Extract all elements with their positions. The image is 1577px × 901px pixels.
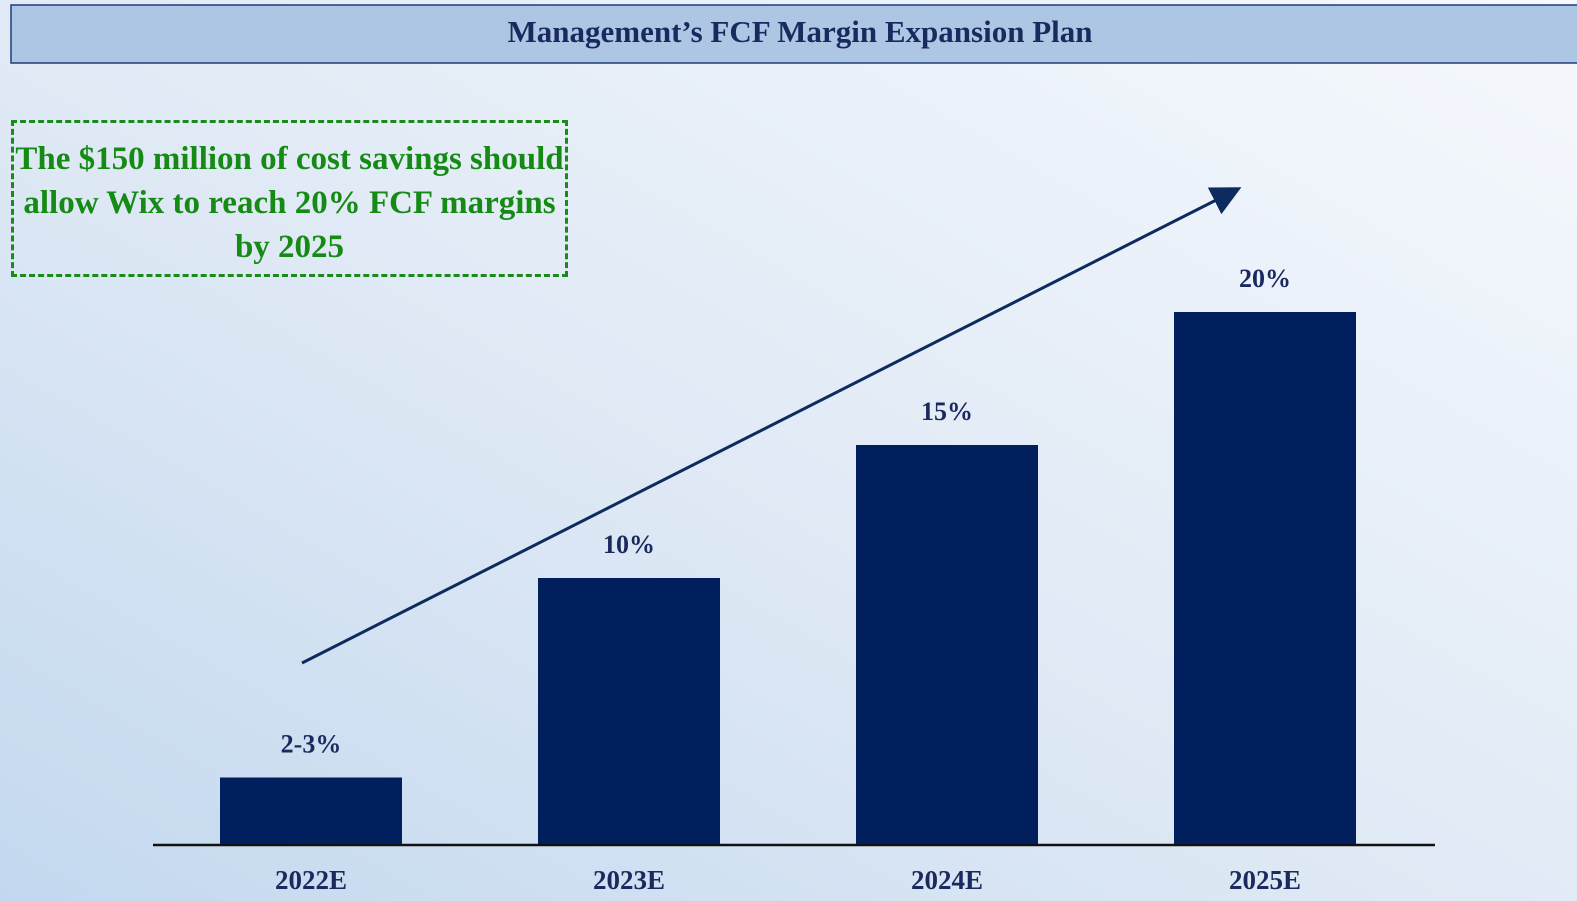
value-label: 15% [921, 397, 973, 426]
bar [1174, 312, 1356, 844]
bar [538, 578, 720, 844]
value-label: 2-3% [281, 729, 342, 758]
annotation: The $150 million of cost savings should … [11, 120, 568, 277]
trend-arrow [301, 187, 1242, 665]
title-bar [10, 4, 1577, 64]
bar [856, 445, 1038, 844]
x-tick-label: 2022E [275, 865, 347, 895]
x-tick-label: 2023E [593, 865, 665, 895]
x-tick-label: 2025E [1229, 865, 1301, 895]
value-label: 10% [603, 530, 655, 559]
x-tick-label: 2024E [911, 865, 983, 895]
bar [220, 777, 402, 844]
chart-title: Management’s FCF Margin Expansion Plan [508, 14, 1093, 49]
value-label: 20% [1239, 264, 1291, 293]
